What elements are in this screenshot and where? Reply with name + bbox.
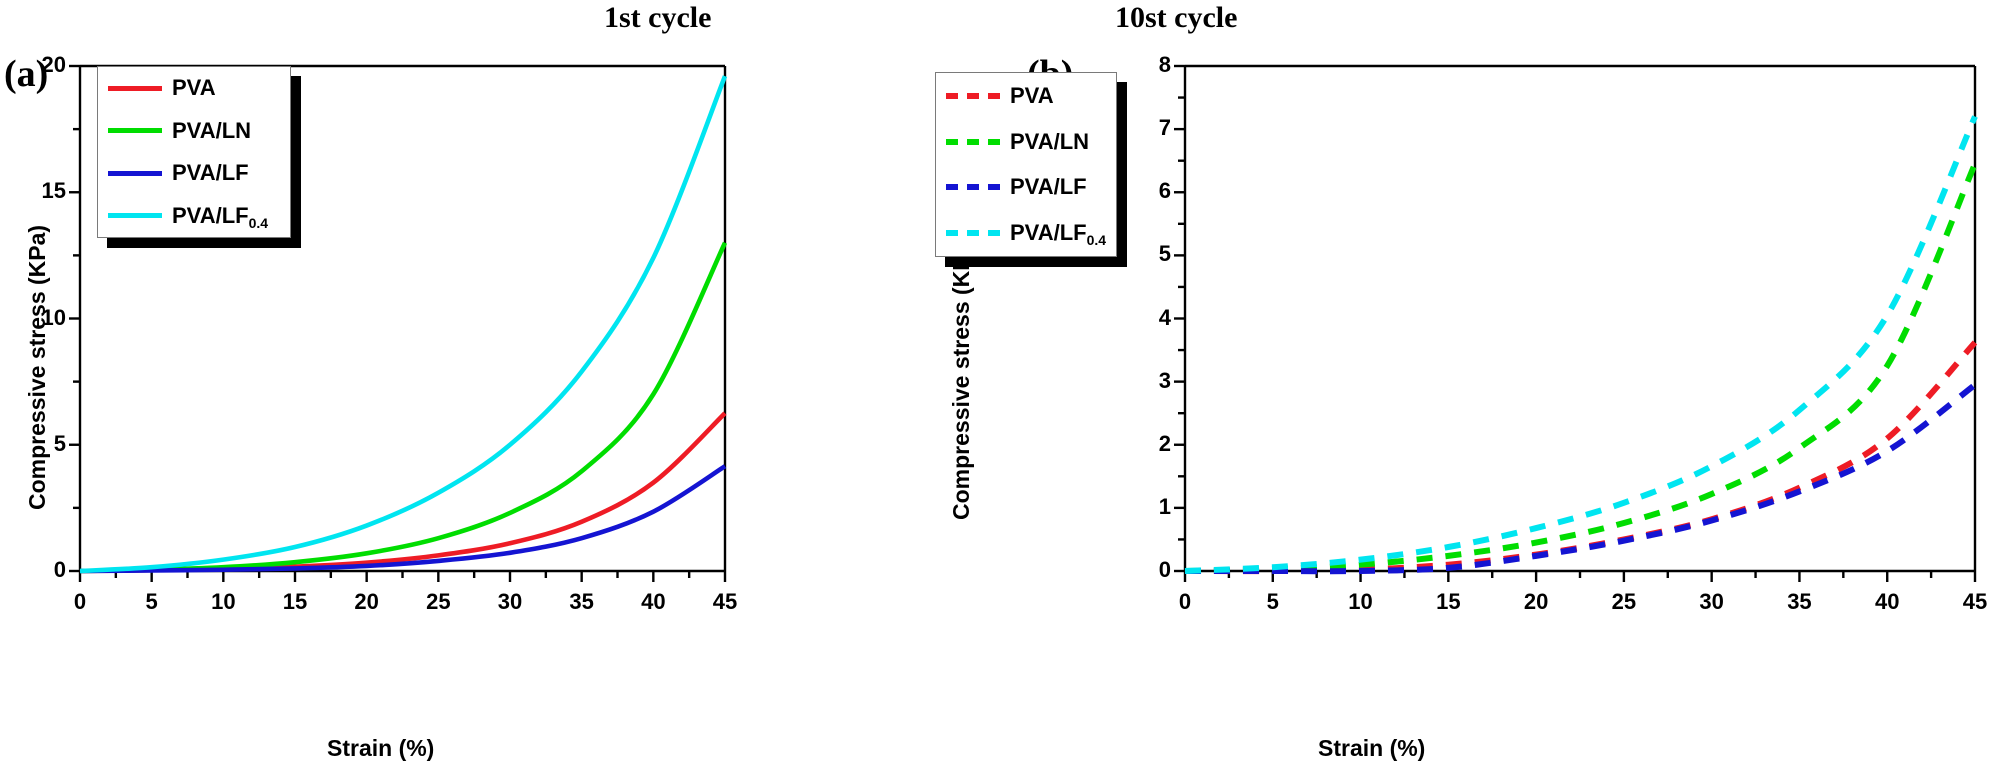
panel-b-legend-item: PVA/LF0.4: [936, 210, 1116, 256]
panel-a-legend-item: PVA/LF: [98, 152, 290, 195]
panel-b-series-pva: [1184, 340, 1978, 575]
panel-a-canvas: [69, 64, 728, 582]
panel-b-y-axis-title: Compressive stress (KPa): [948, 234, 974, 520]
panel-b-y-tick-label: 1: [1158, 493, 1171, 519]
panel-a-plot-area: [69, 64, 728, 582]
panel-b-series-pva-lf: [1185, 382, 1977, 575]
panel-a-x-tick-label: 40: [641, 589, 666, 614]
panel-a-legend-line-icon: [108, 85, 162, 91]
panel-a-legend-label: PVA/LN: [172, 117, 252, 143]
panel-b-x-tick-label: 10: [1348, 589, 1373, 614]
panel-b-y-tick-label: 6: [1158, 178, 1171, 204]
panel-a-x-tick-label: 35: [569, 589, 594, 614]
panel-b-series-pva-lf0-4: [1184, 115, 1978, 574]
panel-b-x-tick-label: 35: [1787, 589, 1812, 614]
panel-b-series-pva-ln: [1184, 162, 1978, 574]
panel-a-y-tick-label: 10: [41, 304, 66, 330]
panel-b-y-tick-label: 0: [1158, 557, 1171, 582]
panel-b-legend-line-icon: [946, 92, 1000, 99]
panel-b-x-axis-title: Strain (%): [1318, 735, 1426, 761]
panel-b-legend-line-icon: [946, 184, 1000, 191]
panel-b-x-tick-label: 0: [1178, 589, 1192, 614]
panel-b-y-tick-label: 8: [1158, 52, 1171, 77]
panel-a-legend-label: PVA/LF0.4: [172, 202, 269, 231]
panel-a-y-tick-label: 20: [41, 52, 66, 77]
panel-a-x-tick-label: 10: [211, 589, 236, 614]
panel-a-legend-label: PVA: [172, 75, 216, 101]
panel-a-y-tick-label: 15: [41, 178, 66, 204]
panel-a-cycle-title: 1st cycle: [604, 1, 712, 34]
panel-a-y-axis-title: Compressive stress (KPa): [24, 224, 50, 510]
panel-b-x-tick-label: 30: [1699, 589, 1724, 614]
panel-b-legend-item: PVA/LN: [936, 119, 1116, 165]
panel-a-x-tick-label: 25: [426, 589, 451, 614]
panel-b-x-tick-label: 45: [1962, 589, 1988, 614]
panel-a-legend-item: PVA: [98, 67, 290, 110]
panel-b-legend-item: PVA/LF: [936, 165, 1116, 211]
panel-b-canvas: [1174, 64, 1978, 582]
panel-a-series-pva-lf: [79, 464, 727, 574]
panel-a-legend: PVA PVA/LN PVA/LF PVA/LF0.4: [97, 66, 291, 238]
panel-a-y-tick-label: 5: [53, 430, 66, 456]
panel-a-x-tick-label: 5: [145, 589, 158, 614]
panel-a-tag: (a): [4, 53, 49, 95]
panel-b-legend: PVA PVA/LN PVA/LF PVA/LF0.4: [935, 72, 1117, 257]
panel-a-legend-line-icon: [108, 213, 162, 219]
panel-b-y-tick-label: 4: [1158, 304, 1171, 330]
panel-a-legend-item: PVA/LF0.4: [98, 195, 290, 238]
panel-b-legend-label: PVA/LF0.4: [1010, 220, 1107, 249]
panel-a-x-tick-label: 15: [282, 589, 308, 614]
panel-b-x-tick-label: 25: [1611, 589, 1637, 614]
panel-b-legend-line-icon: [946, 230, 1000, 237]
panel-b-legend-label: PVA/LF: [1010, 174, 1087, 200]
panel-b-y-tick-label: 5: [1158, 241, 1171, 267]
panel-b-legend-item: PVA: [936, 73, 1116, 119]
panel-b-x-tick-label: 40: [1874, 589, 1900, 614]
panel-a-y-tick-label: 0: [53, 557, 66, 582]
panel-a-x-tick-label: 30: [497, 589, 523, 614]
panel-a-legend-label: PVA/LF: [172, 160, 249, 186]
panel-a-x-tick-label: 45: [712, 589, 738, 614]
panel-a-legend-line-icon: [108, 170, 162, 176]
panel-b-legend-line-icon: [946, 138, 1000, 145]
panel-b-legend-label: PVA/LN: [1010, 128, 1090, 154]
panel-b-y-tick-label: 2: [1158, 430, 1171, 456]
panel-b-x-tick-label: 20: [1523, 589, 1549, 614]
panel-b-legend-label-subscript: 0.4: [1086, 232, 1107, 249]
panel-b-cycle-title: 10st cycle: [1115, 1, 1238, 34]
panel-b-x-tick-label: 15: [1436, 589, 1461, 614]
panel-b-plot-area: [1174, 64, 1978, 582]
panel-b-y-tick-label: 3: [1158, 367, 1171, 393]
panel-a-x-axis-title: Strain (%): [327, 735, 435, 761]
panel-b-legend-label: PVA: [1010, 82, 1054, 108]
panel-a-series-pva-lf0-4: [79, 75, 728, 574]
panel-a-x-tick-label: 0: [73, 589, 87, 614]
panel-a-legend-item: PVA/LN: [98, 110, 290, 153]
panel-b-y-tick-label: 7: [1158, 115, 1171, 141]
panel-a-legend-line-icon: [108, 128, 162, 134]
panel-a-legend-label-subscript: 0.4: [248, 214, 269, 231]
panel-b-x-tick-label: 5: [1266, 589, 1279, 614]
panel-a-x-tick-label: 20: [354, 589, 379, 614]
